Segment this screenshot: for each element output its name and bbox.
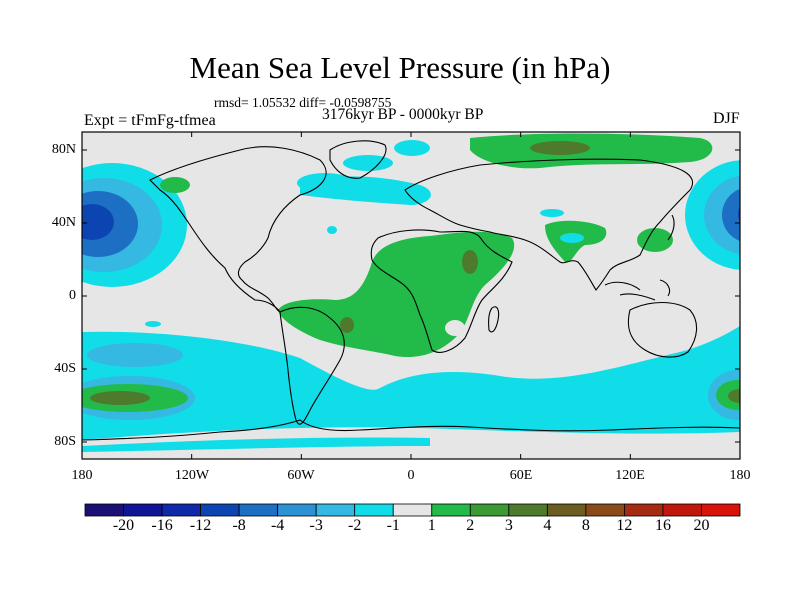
- south-east-olive-patch: [728, 389, 740, 403]
- south-atlantic-olive-patch: [90, 391, 150, 405]
- madagascar-coast: [488, 306, 500, 333]
- colorbar-swatch: [701, 503, 741, 517]
- colorbar: [84, 503, 741, 517]
- lon-tick-label: 120W: [174, 468, 210, 483]
- antarctica-coast: [82, 419, 740, 441]
- colorbar-label: 4: [543, 517, 552, 534]
- colorbar-swatch: [84, 503, 124, 517]
- statistics-text: rmsd= 1.05532 diff= -0.0598755: [214, 95, 392, 110]
- south-america-olive-patch: [340, 317, 354, 333]
- south-east-green-patch: [716, 380, 740, 410]
- australia-coast: [627, 302, 698, 358]
- south-america-coast: [279, 306, 345, 425]
- north-america-coast: [149, 146, 327, 313]
- arctic-cyan-patch-c: [297, 173, 353, 193]
- colorbar-swatch: [354, 503, 394, 517]
- lon-tick-label: 60W: [287, 468, 315, 483]
- africa-coast: [370, 229, 513, 353]
- colorbar-label: -16: [151, 517, 173, 534]
- colorbar-label: 8: [581, 517, 590, 534]
- colorbar-label: -12: [189, 517, 212, 534]
- axis-ticks: [81, 132, 741, 459]
- lat-tick-label: 40S: [54, 361, 76, 376]
- north-pacific-west-dark-blue: [82, 204, 114, 240]
- colorbar-swatch: [123, 503, 163, 517]
- japan-coast: [667, 214, 675, 241]
- lon-tick-label: 0: [407, 468, 415, 483]
- lat-tick-label: 80N: [51, 142, 76, 157]
- colorbar-swatch: [585, 503, 625, 517]
- lon-tick-label: 180: [71, 468, 93, 483]
- season-label: DJF: [713, 110, 740, 127]
- colorbar-swatch: [508, 503, 548, 517]
- lat-tick-label: 80S: [54, 434, 76, 449]
- pacific-equatorial-cyan-dot: [145, 321, 161, 327]
- arctic-olive-patch: [530, 141, 590, 155]
- atlantic-equatorial-cyan-dot: [327, 226, 337, 234]
- colorbar-label: 3: [504, 517, 513, 534]
- colorbar-label: -4: [270, 517, 285, 534]
- southeast-asia-islands: [604, 279, 671, 301]
- colorbar-label: -8: [232, 517, 246, 534]
- colorbar-label: 20: [693, 517, 710, 534]
- pressure-field: [82, 132, 740, 459]
- colorbar-swatch: [431, 503, 471, 517]
- africa-olive-patch-a: [462, 250, 478, 274]
- north-pacific-east-cyan: [685, 160, 740, 270]
- india-cyan-patch: [560, 233, 584, 243]
- colorbar-label: -3: [309, 517, 323, 534]
- period-label: 3176kyr BP - 0000kyr BP: [322, 106, 484, 123]
- lon-tick-label: 60E: [509, 468, 533, 483]
- arabia-cyan-patch: [540, 209, 564, 217]
- colorbar-label: 2: [466, 517, 475, 534]
- colorbar-label: -20: [112, 517, 135, 534]
- colorbar-swatch: [315, 503, 356, 517]
- lon-tick-label: 120E: [615, 468, 645, 483]
- antarctic-cyan-strip: [82, 437, 430, 452]
- colorbar-swatch: [662, 503, 702, 517]
- colorbar-swatch: [238, 503, 279, 517]
- mozambique-neutral-gap: [445, 320, 465, 336]
- arctic-cyan-patch-b: [343, 155, 393, 171]
- colorbar-swatch: [200, 503, 240, 517]
- arctic-cyan-patch-a: [394, 140, 430, 156]
- colorbar-swatch: [277, 503, 317, 517]
- lon-tick-label: 180: [729, 468, 751, 483]
- colorbar-swatch: [161, 503, 201, 517]
- north-america-green-spot: [160, 177, 190, 193]
- coastlines: [82, 140, 740, 441]
- lat-tick-label: 0: [69, 288, 76, 303]
- colorbar-swatch: [392, 503, 433, 517]
- colorbar-swatch: [546, 503, 587, 517]
- north-pacific-east-light-blue: [704, 175, 740, 255]
- colorbar-label: 16: [654, 517, 671, 534]
- colorbar-swatch: [624, 503, 664, 517]
- colorbar-label: -1: [386, 517, 400, 534]
- colorbar-label: -2: [348, 517, 362, 534]
- east-asia-green-patch: [637, 228, 673, 252]
- south-pacific-blue-patch: [87, 343, 183, 367]
- lat-tick-label: 40N: [51, 215, 76, 230]
- eurasia-coast: [404, 158, 693, 291]
- arctic-green-band: [470, 133, 713, 169]
- chart-title: Mean Sea Level Pressure (in hPa): [189, 50, 611, 85]
- north-pacific-east-dark-blue: [738, 205, 740, 223]
- north-pacific-east-blue: [722, 188, 740, 242]
- greenland-coast: [329, 140, 387, 179]
- southern-ocean-cyan-band: [82, 326, 740, 459]
- colorbar-label: 12: [616, 517, 633, 534]
- colorbar-label: 1: [427, 517, 436, 534]
- colorbar-swatch: [469, 503, 510, 517]
- experiment-label: Expt = tFmFg-tfmea: [84, 112, 216, 129]
